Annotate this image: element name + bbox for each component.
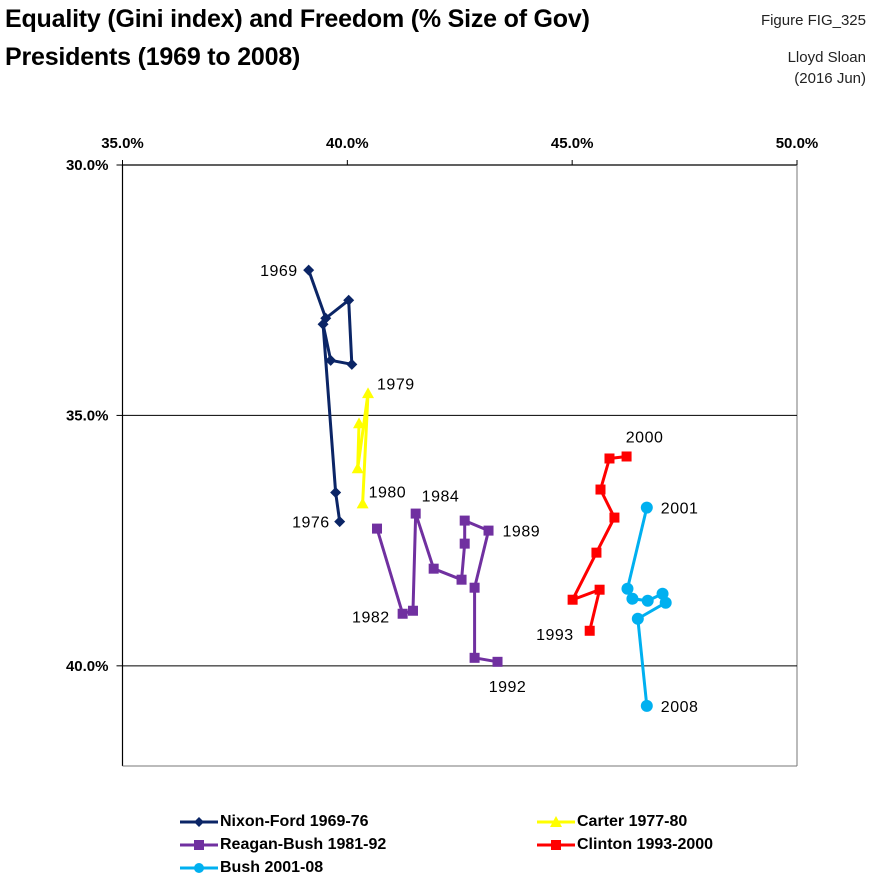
data-point-2006 — [659, 596, 672, 609]
data-point-1992 — [492, 656, 503, 667]
data-label-1976: 1976 — [292, 515, 330, 532]
legend-item: Clinton 1993-2000 — [537, 834, 713, 856]
data-point-1996 — [591, 547, 602, 558]
data-label-1992: 1992 — [489, 679, 527, 696]
data-point-1975 — [330, 487, 342, 499]
legend-item: Reagan-Bush 1981-92 — [180, 834, 386, 856]
data-point-1993 — [584, 625, 595, 636]
data-point-1979 — [362, 387, 375, 399]
y-tick-label: 40.0% — [66, 658, 109, 675]
series-line-clinton-1993-2000 — [571, 454, 627, 632]
data-point-1994 — [594, 584, 605, 595]
series-line-bush-2001-08 — [625, 507, 668, 707]
data-point-1976 — [334, 516, 346, 528]
data-point-1973 — [325, 354, 337, 366]
data-point-1981 — [372, 523, 383, 534]
data-point-1999 — [604, 453, 615, 464]
chart-title-line-2: Presidents (1969 to 2008) — [5, 43, 301, 71]
x-tick-label: 35.0% — [101, 135, 144, 152]
data-point-1984 — [410, 508, 421, 519]
data-label-2001: 2001 — [661, 501, 699, 518]
legend-item: Nixon-Ford 1969-76 — [180, 811, 368, 833]
legend-item: Bush 2001-08 — [180, 857, 323, 879]
legend-label: Nixon-Ford 1969-76 — [220, 813, 369, 830]
data-point-1980 — [356, 497, 369, 509]
figure-id: Figure FIG_325 — [760, 12, 866, 29]
legend-label: Clinton 1993-2000 — [577, 836, 714, 853]
data-point-1972 — [346, 358, 358, 370]
x-tick-label: 40.0% — [326, 135, 369, 152]
data-point-1989 — [483, 525, 494, 536]
legend-label: Carter 1977-80 — [577, 813, 688, 830]
data-point-1995 — [567, 594, 578, 605]
legend-label: Reagan-Bush 1981-92 — [220, 836, 387, 853]
legend-swatch-square-icon — [180, 840, 218, 850]
data-label-1993: 1993 — [536, 627, 574, 644]
data-point-1971 — [343, 294, 355, 306]
data-point-2008 — [640, 699, 653, 712]
data-point-2000 — [621, 451, 632, 462]
data-point-1991 — [469, 652, 480, 663]
data-point-2004 — [641, 594, 654, 607]
data-label-1982: 1982 — [352, 610, 390, 627]
data-label-2008: 2008 — [661, 699, 699, 716]
data-label-1989: 1989 — [503, 524, 541, 541]
x-tick-label: 50.0% — [776, 135, 819, 152]
data-point-1982 — [397, 608, 408, 619]
data-point-1997 — [609, 512, 620, 523]
data-point-2002 — [621, 582, 634, 595]
data-point-1987 — [459, 538, 470, 549]
legend-item: Carter 1977-80 — [537, 811, 687, 833]
legend-swatch-square-icon — [537, 840, 575, 850]
data-point-1969 — [303, 264, 315, 276]
legend-swatch-diamond-icon — [180, 817, 218, 827]
data-point-1986 — [456, 574, 467, 585]
data-point-1998 — [595, 484, 606, 495]
data-point-2001 — [640, 501, 653, 514]
data-point-1977 — [353, 417, 366, 429]
legend-swatch-triangle-icon — [537, 816, 575, 827]
data-point-1988 — [459, 515, 470, 526]
chart-title-line-1: Equality (Gini index) and Freedom (% Siz… — [5, 5, 590, 33]
data-point-1978 — [351, 462, 364, 474]
data-point-1983 — [407, 605, 418, 616]
series-line-nixon-ford-1969-76 — [307, 269, 354, 522]
data-point-1990 — [469, 582, 480, 593]
x-tick-label: 45.0% — [551, 135, 594, 152]
data-label-2000: 2000 — [626, 429, 664, 446]
data-label-1979: 1979 — [377, 376, 415, 393]
data-point-1985 — [428, 563, 439, 574]
data-point-2003 — [626, 592, 639, 605]
publish-date: (2016 Jun) — [794, 70, 866, 87]
data-label-1969: 1969 — [260, 263, 298, 280]
legend-swatch-circle-icon — [180, 863, 218, 873]
y-tick-label: 30.0% — [66, 157, 109, 174]
series-line-carter-1977-80 — [356, 391, 370, 504]
data-point-1974 — [317, 318, 329, 330]
legend-label: Bush 2001-08 — [220, 859, 324, 876]
author: Lloyd Sloan — [787, 49, 866, 66]
data-label-1980: 1980 — [369, 485, 407, 502]
y-tick-label: 35.0% — [66, 407, 109, 424]
data-point-2007 — [631, 612, 644, 625]
data-point-2005 — [656, 587, 669, 600]
data-label-1984: 1984 — [422, 489, 460, 506]
